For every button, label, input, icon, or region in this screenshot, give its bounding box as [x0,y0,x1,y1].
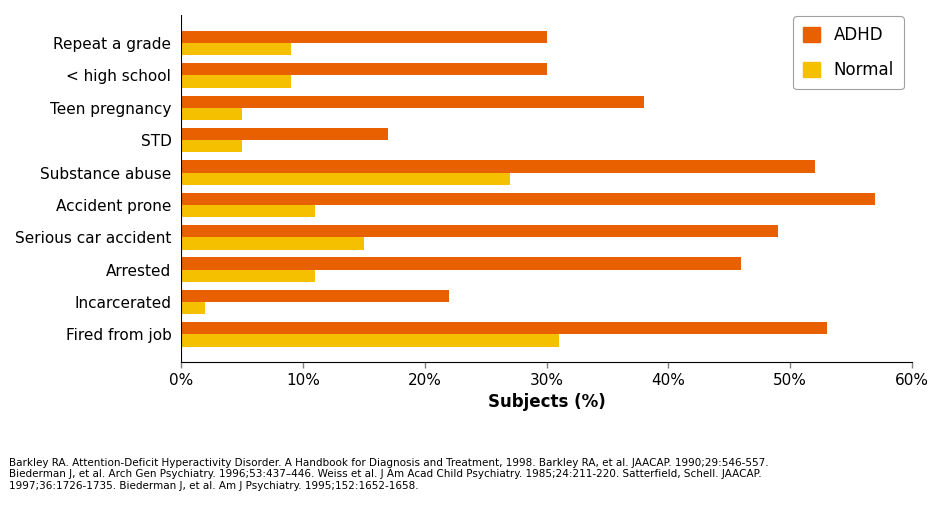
X-axis label: Subjects (%): Subjects (%) [488,394,605,411]
Text: Barkley RA. Attention-Deficit Hyperactivity Disorder. A Handbook for Diagnosis a: Barkley RA. Attention-Deficit Hyperactiv… [9,458,769,491]
Bar [181,128,388,140]
Bar [181,290,449,302]
Bar [181,257,741,269]
Legend: ADHD, Normal: ADHD, Normal [793,17,903,89]
Bar [181,225,778,237]
Bar [181,334,559,347]
Bar [181,140,242,152]
Bar [181,63,547,75]
Bar [181,75,291,88]
Bar [181,108,242,120]
Bar [181,269,315,282]
Bar [181,302,206,314]
Bar [181,237,363,250]
Bar [181,192,875,205]
Bar [181,43,291,56]
Bar [181,322,827,334]
Bar [181,205,315,217]
Bar [181,96,644,108]
Bar [181,173,510,185]
Bar [181,31,547,43]
Bar [181,160,815,173]
